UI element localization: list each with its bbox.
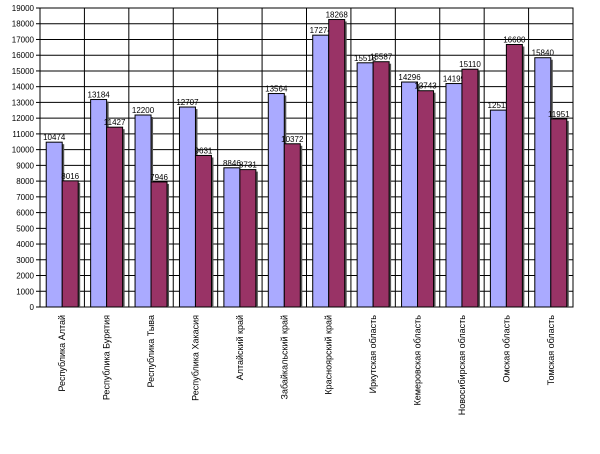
bar [283, 143, 301, 308]
data-label: 14199 [443, 75, 466, 84]
bar [356, 62, 374, 308]
data-label: 14296 [398, 73, 421, 82]
bar [445, 83, 463, 308]
x-tick-label: Омская область [501, 315, 511, 383]
bar [461, 68, 479, 308]
plot-area [39, 7, 574, 308]
y-tick-label: 1000 [16, 287, 34, 296]
bar [61, 180, 79, 308]
bar [45, 141, 63, 308]
y-tick-label: 11000 [12, 130, 34, 139]
bar [90, 99, 108, 308]
x-tick-label: Кемеровская область [413, 315, 423, 406]
bar [223, 167, 241, 308]
x-tick-label: Алтайский край [235, 315, 245, 380]
data-label: 8016 [61, 172, 79, 181]
data-label: 10372 [281, 135, 304, 144]
bar [489, 109, 507, 308]
y-tick-label: 3000 [16, 256, 34, 265]
bar [505, 44, 523, 308]
y-tick-label: 15000 [12, 67, 35, 76]
data-label: 12200 [132, 106, 155, 115]
bar [534, 57, 552, 308]
bar [239, 169, 257, 308]
x-tick-label: Республика Алтай [57, 315, 67, 392]
bar [194, 154, 212, 308]
bar [150, 181, 168, 308]
y-tick-label: 16000 [12, 51, 35, 60]
y-tick-label: 4000 [16, 240, 34, 249]
data-label: 13564 [265, 85, 288, 94]
x-tick-label: Красноярский край [324, 315, 334, 395]
x-tick-label: Республика Хакасия [190, 315, 200, 401]
data-label: 8846 [223, 159, 241, 168]
bar [106, 126, 124, 308]
data-label: 15587 [370, 53, 393, 62]
data-label: 13184 [88, 91, 111, 100]
x-tick-label: Забайкальский край [279, 315, 289, 399]
y-tick-label: 7000 [16, 193, 34, 202]
data-label: 15110 [459, 60, 481, 69]
y-tick-label: 2000 [16, 272, 34, 281]
y-tick-label: 12000 [12, 114, 35, 123]
bar [550, 118, 568, 308]
data-label: 12707 [176, 98, 199, 107]
x-tick-label: Иркутская область [368, 315, 378, 394]
data-label: 15518 [354, 54, 377, 63]
x-tick-label: Новосибирская область [457, 315, 467, 416]
data-label: 17274 [310, 26, 333, 35]
y-tick-label: 19000 [12, 4, 35, 13]
y-tick-label: 18000 [12, 20, 35, 29]
data-label: 12511 [488, 101, 510, 110]
bar [134, 114, 152, 308]
y-tick-label: 14000 [12, 83, 35, 92]
x-tick-label: Республика Бурятия [102, 315, 112, 400]
y-tick-label: 8000 [16, 177, 34, 186]
data-label: 10474 [43, 133, 66, 142]
data-label: 8731 [239, 161, 257, 170]
bar [178, 106, 196, 308]
bar [328, 19, 346, 308]
bar [417, 90, 435, 308]
x-tick-label: Томская область [546, 315, 556, 386]
data-label: 11951 [548, 110, 570, 119]
y-tick-label: 10000 [12, 146, 35, 155]
data-label: 18268 [326, 11, 349, 20]
data-label: 9631 [195, 146, 213, 155]
x-tick-label: Республика Тыва [146, 315, 156, 388]
y-tick-label: 17000 [12, 35, 35, 44]
y-tick-label: 9000 [16, 161, 34, 170]
data-label: 7946 [150, 173, 168, 182]
data-label: 13743 [414, 82, 437, 91]
data-label: 16680 [503, 36, 526, 45]
y-tick-label: 6000 [16, 209, 34, 218]
data-label: 15840 [532, 49, 555, 58]
bar [372, 61, 390, 308]
y-tick-label: 13000 [12, 98, 35, 107]
bar [401, 81, 419, 308]
bar [267, 93, 285, 308]
y-tick-label: 0 [30, 303, 35, 312]
data-label: 11427 [104, 118, 126, 127]
y-tick-label: 5000 [16, 224, 34, 233]
bar [312, 34, 330, 308]
